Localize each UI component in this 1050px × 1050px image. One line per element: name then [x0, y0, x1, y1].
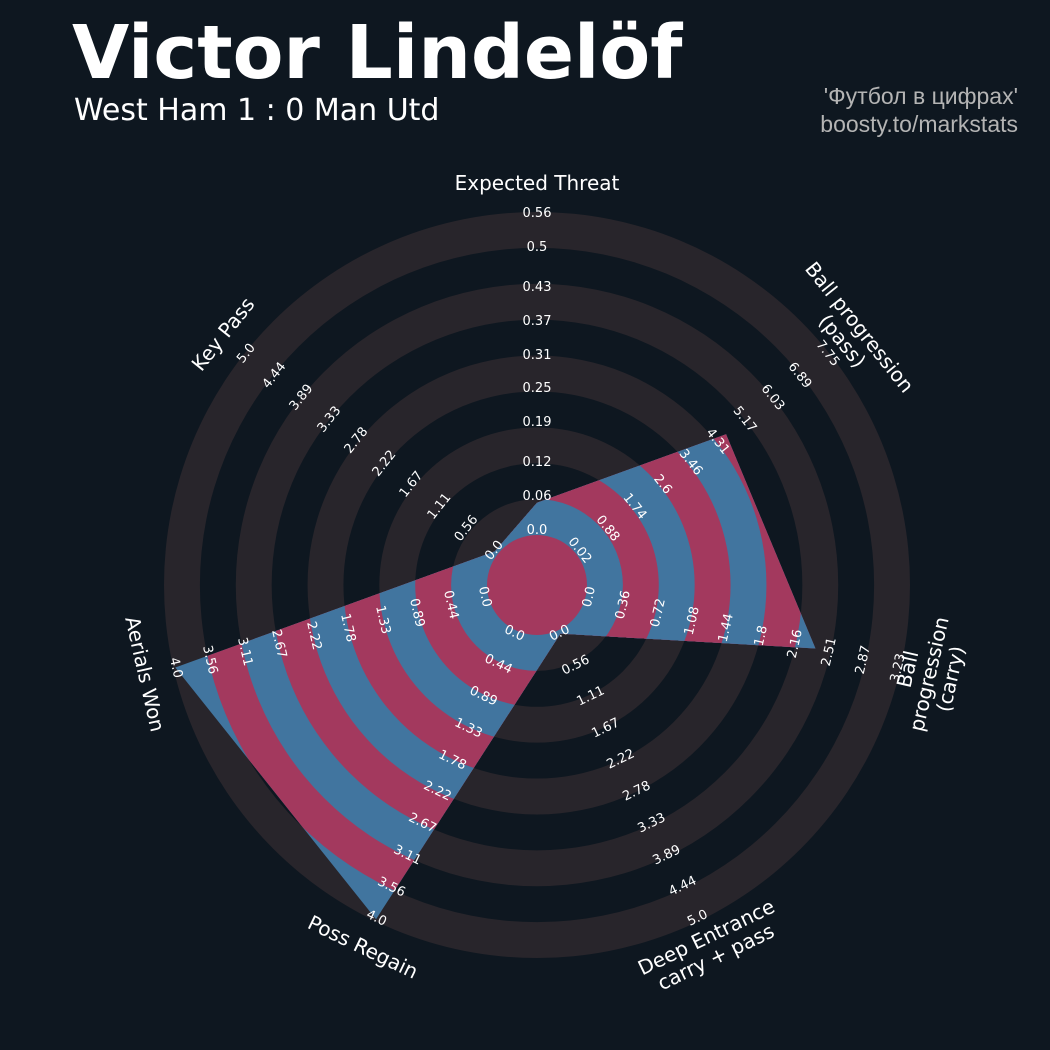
tick-label: 0.56 [522, 205, 552, 221]
tick-label: 0.19 [522, 415, 552, 431]
chart-title: Victor Lindelöf [72, 10, 683, 96]
tick-label: 0.37 [522, 313, 552, 329]
chart-subtitle: West Ham 1 : 0 Man Utd [74, 93, 440, 128]
tick-label: 0.06 [522, 488, 552, 504]
tick-label: 0.43 [522, 279, 552, 295]
band [487, 535, 587, 635]
credit: 'Футбол в цифрах' [823, 83, 1018, 109]
tick-label: 0.12 [522, 454, 552, 470]
tick-label: 0.25 [522, 381, 552, 397]
tick-label: 0.5 [526, 239, 548, 255]
credit: boosty.to/markstats [820, 111, 1018, 137]
tick-label: 0.31 [522, 347, 552, 363]
tick-label: 0.0 [526, 522, 548, 538]
param-label: Expected Threat [454, 171, 620, 195]
